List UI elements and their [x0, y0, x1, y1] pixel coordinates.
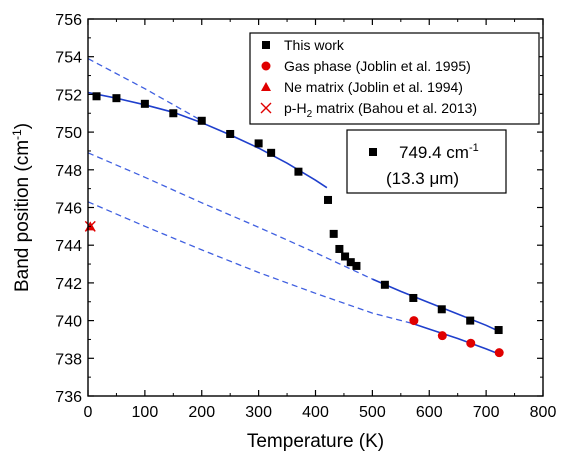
point-series1-17	[409, 293, 418, 302]
point-series1-16	[380, 280, 389, 289]
point-series1-18	[437, 305, 446, 314]
point-series1-5	[197, 116, 206, 125]
point-series1-14	[346, 258, 355, 267]
extrapolation-line-2	[87, 152, 373, 280]
y-tick-label: 738	[55, 351, 82, 368]
legend-label-subscript: 2	[307, 109, 313, 120]
legend-label-tail: matrix (Bahou et al. 2013)	[312, 100, 477, 116]
annotation-wavenumber: 749.4 cm-1	[399, 142, 479, 162]
legend-label-main: p-H	[284, 100, 307, 116]
point-series1-11	[329, 229, 338, 238]
data-points	[84, 92, 504, 358]
y-tick-label: 746	[55, 201, 82, 218]
y-axis-label-main: Band position (cm	[12, 140, 33, 292]
y-tick-label: 740	[55, 314, 82, 331]
point-series1-20	[494, 326, 503, 335]
legend-marker-2	[261, 61, 271, 71]
y-axis-label-superscript: -1	[10, 129, 24, 140]
annotation-box: 749.4 cm-1 (13.3 μm)	[346, 129, 507, 194]
x-tick-label: 300	[245, 404, 272, 421]
x-tick-label: 600	[416, 404, 443, 421]
point-series1-13	[341, 252, 350, 261]
x-tick-label: 800	[530, 404, 557, 421]
point-series2-4	[494, 348, 504, 358]
extrapolation-line-3	[87, 201, 413, 325]
legend: This work Gas phase (Joblin et al. 1995) N…	[249, 32, 540, 125]
annotation-frame	[346, 129, 507, 194]
y-axis-label: Band position (cm-1)	[10, 123, 33, 292]
point-series1-1	[92, 92, 101, 101]
annotation-wavenumber-superscript: -1	[469, 142, 479, 154]
annotation-wavelength: (13.3 μm)	[386, 169, 459, 188]
x-tick-label: 100	[132, 404, 159, 421]
x-axis-ticks: 0 100 200 300 400 500 600 700 800	[84, 19, 557, 421]
fit-line-3	[411, 322, 501, 356]
x-tick-label: 400	[302, 404, 329, 421]
y-axis-label-tail: )	[12, 123, 33, 129]
point-series1-9	[294, 167, 303, 176]
x-axis-label: Temperature (K)	[247, 431, 384, 452]
legend-box	[249, 32, 540, 125]
y-tick-label: 748	[55, 163, 82, 180]
x-tick-label: 0	[84, 404, 93, 421]
point-series1-12	[335, 244, 344, 253]
legend-entry-3: Ne matrix (Joblin et al. 1994)	[284, 79, 463, 95]
legend-marker-1	[262, 41, 270, 49]
point-series2-3	[466, 338, 476, 348]
point-series2-1	[409, 316, 419, 326]
point-series2-2	[437, 331, 447, 341]
point-series1-4	[169, 109, 178, 118]
point-series1-10	[324, 195, 333, 204]
y-tick-label: 756	[55, 12, 82, 29]
annotation-wavenumber-main: 749.4 cm	[399, 143, 469, 162]
point-series1-15	[352, 261, 361, 270]
point-series1-19	[466, 316, 475, 325]
x-tick-label: 700	[473, 404, 500, 421]
point-series1-3	[140, 99, 149, 108]
y-tick-label: 752	[55, 87, 82, 104]
y-tick-label: 744	[55, 238, 82, 255]
point-series1-2	[112, 94, 121, 103]
y-axis-ticks: 736 738 740 742 744 746 748 750 752 754 756	[55, 12, 543, 406]
y-tick-label: 754	[55, 50, 82, 67]
y-tick-label: 750	[55, 125, 82, 142]
y-tick-label: 736	[55, 389, 82, 406]
annotation-marker	[369, 148, 377, 156]
point-series1-8	[267, 148, 276, 157]
extrapolation-line-1	[87, 58, 203, 122]
point-series1-7	[254, 139, 263, 148]
x-tick-label: 500	[359, 404, 386, 421]
extrapolation-lines	[87, 58, 413, 325]
point-series1-6	[226, 129, 235, 138]
legend-entry-1: This work	[284, 37, 345, 53]
y-tick-label: 742	[55, 276, 82, 293]
legend-entry-2: Gas phase (Joblin et al. 1995)	[284, 58, 471, 74]
legend-entry-4: p-H2 matrix (Bahou et al. 2013)	[284, 100, 477, 120]
legend-marker-4	[260, 102, 272, 114]
x-tick-label: 200	[188, 404, 215, 421]
legend-marker-3	[261, 82, 271, 91]
fit-line-2	[372, 278, 501, 333]
